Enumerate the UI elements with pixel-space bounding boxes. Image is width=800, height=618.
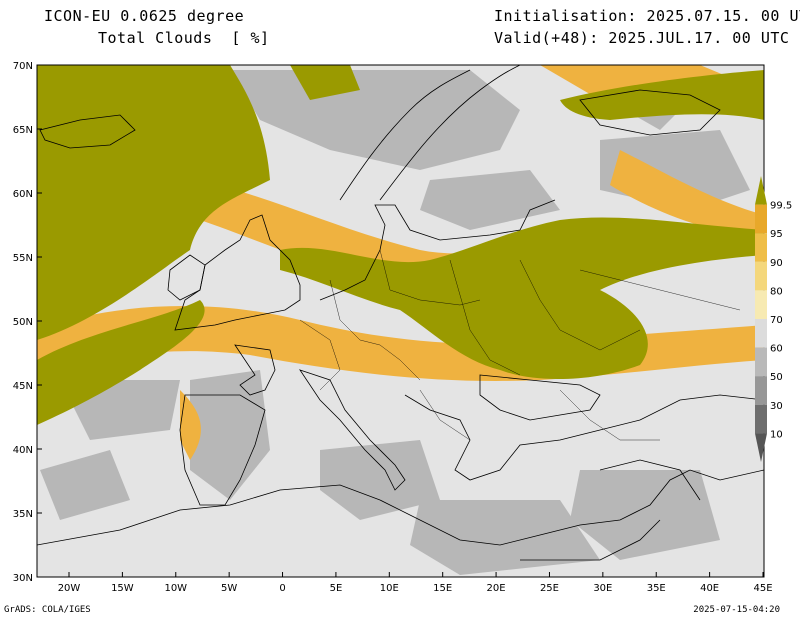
- lon-label: 15W: [111, 583, 134, 594]
- colorbar-swatch: [755, 376, 767, 405]
- footer-left: GrADS: COLA/IGES: [4, 605, 91, 615]
- lon-label: 5E: [330, 583, 343, 594]
- colorbar-label: 10: [770, 429, 783, 440]
- overcast-olive-clouds: [37, 65, 764, 425]
- longitude-axis: 20W 15W 10W 5W 0 5E 10E 15E 20E 25E 30E 35E 40E 45E: [58, 572, 773, 594]
- footer-right: 2025-07-15-04:20: [693, 605, 780, 615]
- colorbar-swatch: [755, 433, 767, 462]
- map-field: [37, 65, 764, 577]
- colorbar-swatch: [755, 261, 767, 291]
- lat-label: 50N: [13, 317, 33, 328]
- colorbar-label: 70: [770, 315, 783, 326]
- colorbar-swatch: [755, 176, 767, 205]
- colorbar-label: 30: [770, 401, 783, 412]
- colorbar-swatch: [755, 347, 767, 377]
- lon-label: 15E: [433, 583, 452, 594]
- lat-label: 45N: [13, 381, 33, 392]
- lon-label: 30E: [593, 583, 612, 594]
- lat-label: 40N: [13, 445, 33, 456]
- model-title: ICON-EU 0.0625 degree: [44, 7, 245, 25]
- colorbar-swatch: [755, 233, 767, 262]
- lon-label: 20E: [487, 583, 506, 594]
- lon-label: 10E: [380, 583, 399, 594]
- valid-time: Valid(+48): 2025.JUL.17. 00 UTC: [494, 29, 790, 47]
- colorbar: 99.5 95 90 80 70 60 50 30 10: [755, 176, 792, 462]
- colorbar-swatch: [755, 290, 767, 319]
- lat-label: 55N: [13, 253, 33, 264]
- init-time: Initialisation: 2025.07.15. 00 UTC: [494, 7, 800, 25]
- colorbar-label: 50: [770, 372, 783, 383]
- colorbar-label: 95: [770, 229, 783, 240]
- lon-label: 5W: [221, 583, 237, 594]
- lon-label: 35E: [647, 583, 666, 594]
- lat-label: 35N: [13, 509, 33, 520]
- lon-label: 0: [279, 583, 285, 594]
- lon-label: 40E: [700, 583, 719, 594]
- lon-label: 20W: [58, 583, 81, 594]
- colorbar-swatch: [755, 404, 767, 434]
- coastlines: [37, 65, 764, 561]
- lon-label: 45E: [753, 583, 772, 594]
- country-borders: [299, 249, 741, 441]
- lat-label: 70N: [13, 61, 33, 72]
- colorbar-label: 80: [770, 286, 783, 297]
- field-title: Total Clouds [ %]: [98, 29, 270, 47]
- latitude-axis: 70N 65N 60N 55N 50N 45N 40N 35N 30N: [13, 61, 42, 584]
- colorbar-label: 60: [770, 344, 783, 355]
- colorbar-swatch: [755, 319, 767, 348]
- lat-label: 60N: [13, 189, 33, 200]
- lat-label: 65N: [13, 125, 33, 136]
- lon-label: 10W: [164, 583, 187, 594]
- colorbar-swatch: [755, 204, 767, 234]
- lat-label: 30N: [13, 573, 33, 584]
- colorbar-label: 90: [770, 258, 783, 269]
- lon-label: 25E: [540, 583, 559, 594]
- colorbar-label: 99.5: [770, 201, 792, 212]
